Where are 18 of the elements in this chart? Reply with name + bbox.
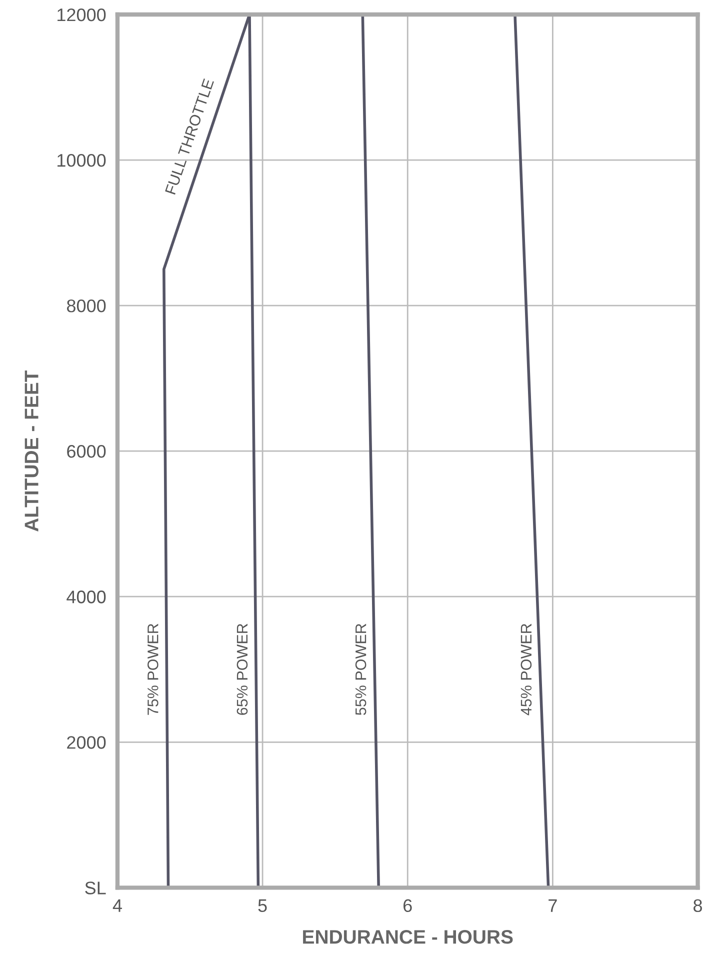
x-tick-label: 6	[404, 899, 412, 912]
y-tick-label: 6000	[67, 445, 106, 458]
y-tick-label: 4000	[66, 590, 106, 604]
text: 45% POWER	[520, 624, 532, 716]
x-axis-title: ENDURANCE - HOURS	[303, 930, 513, 944]
x-tick-label: 4	[112, 899, 122, 912]
x-tick-label: 5	[258, 899, 267, 912]
text: 75% POWER	[148, 624, 158, 715]
x-tick-label: 7	[548, 899, 557, 912]
text: 55% POWER	[355, 624, 366, 716]
y-tick-label: 10000	[58, 154, 106, 167]
y-axis-title: ALTITUDE - FEET	[24, 370, 38, 532]
y-tick-label: SL	[85, 882, 106, 894]
y-tick-label: 8000	[66, 300, 106, 312]
y-tick-label: 12000	[58, 8, 106, 22]
x-tick-label: 8	[694, 899, 702, 912]
text: 65% POWER	[236, 624, 248, 715]
y-tick-label: 2000	[67, 736, 106, 749]
